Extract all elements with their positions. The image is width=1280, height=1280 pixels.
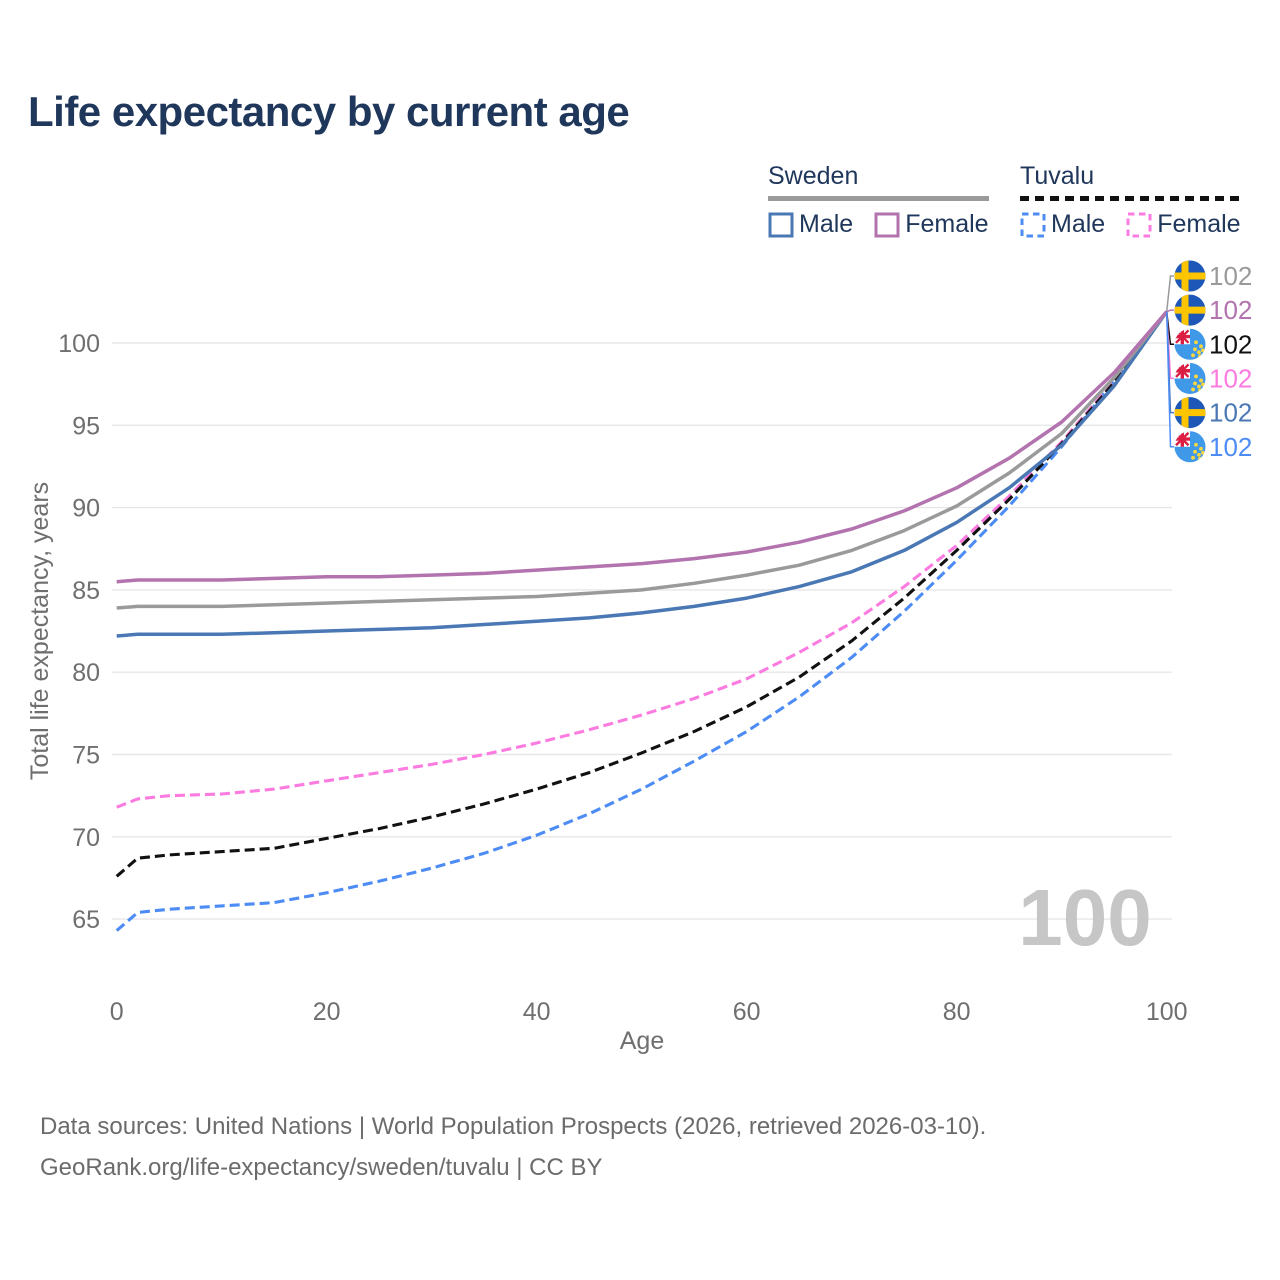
y-tick-label: 75 [72, 742, 100, 770]
x-tick-label: 60 [733, 998, 761, 1026]
star-dot [1194, 374, 1198, 379]
y-tick-label: 100 [58, 330, 100, 358]
series-line-sweden-male[interactable] [116, 310, 1169, 638]
source-note: Data sources: United Nations | World Pop… [40, 1106, 986, 1188]
leader-lines [1165, 275, 1174, 448]
tuvalu-flag-icon [1174, 362, 1206, 394]
y-tick-label: 95 [72, 412, 100, 440]
tuvalu-male-swatch-icon [1020, 212, 1046, 237]
series-line-tuvalu[interactable] [115, 310, 1168, 878]
y-tick-label: 90 [72, 495, 100, 523]
legend-header-tuvalu: Tuvalu [1020, 162, 1095, 190]
end-value-sweden-female: 102 [1209, 295, 1252, 325]
star-dot [1191, 387, 1195, 392]
leader-line-tuvalu-male [1165, 311, 1174, 448]
legend-item-tuvalu-female[interactable]: Female [1126, 210, 1241, 239]
star-dot [1194, 340, 1198, 345]
star-dot [1197, 350, 1201, 355]
series-line-sweden-female[interactable] [116, 310, 1169, 584]
x-tick-label: 40 [523, 998, 551, 1026]
end-value-tuvalu-female: 102 [1209, 363, 1252, 393]
end-value-sweden: 102 [1209, 261, 1252, 291]
legend-item-sweden-male[interactable]: Male [768, 210, 853, 239]
tuvalu-female-swatch-icon [1126, 212, 1152, 237]
series-line-tuvalu-male[interactable] [115, 310, 1168, 932]
legend-group-sweden: Sweden Male Female [768, 162, 989, 239]
y-axis-title: Total life expectancy, years [26, 482, 54, 780]
star-dot [1198, 456, 1202, 461]
tuvalu-flag-icon [1174, 328, 1206, 360]
end-value-tuvalu-male: 102 [1209, 432, 1252, 462]
star-dot [1194, 442, 1198, 447]
leader-line-sweden-female [1166, 309, 1174, 313]
series-line-tuvalu-female[interactable] [116, 310, 1168, 809]
curve-layer [115, 310, 1169, 932]
star-dot [1199, 344, 1203, 349]
x-tick-label: 20 [313, 998, 341, 1026]
axis-ticks: 65 70 75 80 85 90 95 100 0 20 40 60 80 100 [58, 330, 1187, 1026]
y-tick-label: 85 [72, 577, 100, 605]
x-tick-label: 80 [943, 998, 971, 1026]
star-dot [1193, 381, 1197, 386]
star-dot [1199, 378, 1203, 383]
star-dot [1197, 452, 1201, 457]
x-tick-label: 0 [110, 998, 124, 1026]
legend-underline-sweden [768, 196, 989, 201]
star-dot [1198, 354, 1202, 359]
series-line-sweden[interactable] [116, 310, 1169, 610]
x-tick-label: 100 [1146, 998, 1188, 1026]
sweden-flag-icon [1174, 397, 1206, 429]
end-labels: 102 102 102 102 102 102 [1174, 260, 1252, 463]
star-dot [1201, 450, 1205, 455]
legend-underline-tuvalu [1020, 196, 1241, 201]
legend-item-sweden-female[interactable]: Female [874, 210, 989, 239]
page-title: Life expectancy by current age [28, 88, 630, 135]
end-value-tuvalu: 102 [1209, 329, 1252, 359]
star-dot [1201, 382, 1205, 387]
leader-line-sweden [1165, 275, 1174, 312]
sweden-male-swatch-icon [768, 212, 794, 237]
legend-label-tuvalu-female: Female [1157, 210, 1241, 238]
star-dot [1199, 446, 1203, 451]
y-tick-label: 65 [72, 906, 100, 934]
legend-label-sweden-female: Female [905, 210, 989, 238]
star-dot [1201, 348, 1205, 353]
star-dot [1197, 384, 1201, 389]
star-dot [1191, 353, 1195, 358]
sweden-flag-icon [1174, 294, 1206, 326]
legend-header-sweden: Sweden [768, 162, 859, 190]
tuvalu-flag-icon [1174, 431, 1206, 463]
legend-group-tuvalu: Tuvalu Male Female [1020, 162, 1241, 239]
star-dot [1193, 449, 1197, 454]
current-age-watermark: 100 [1018, 873, 1151, 962]
y-tick-label: 80 [72, 659, 100, 687]
legend-item-tuvalu-male[interactable]: Male [1020, 210, 1105, 239]
source-line-2: GeoRank.org/life-expectancy/sweden/tuval… [40, 1154, 603, 1181]
source-line-1: Data sources: United Nations | World Pop… [40, 1113, 987, 1140]
star-dot [1193, 347, 1197, 352]
sweden-female-swatch-icon [874, 212, 900, 237]
end-value-sweden-male: 102 [1209, 398, 1252, 428]
y-tick-label: 70 [72, 824, 100, 852]
legend-label-sweden-male: Male [799, 210, 854, 238]
x-axis-title: Age [620, 1027, 664, 1055]
star-dot [1198, 388, 1202, 393]
sweden-flag-icon [1174, 260, 1206, 292]
legend-label-tuvalu-male: Male [1051, 210, 1106, 238]
star-dot [1191, 455, 1195, 460]
